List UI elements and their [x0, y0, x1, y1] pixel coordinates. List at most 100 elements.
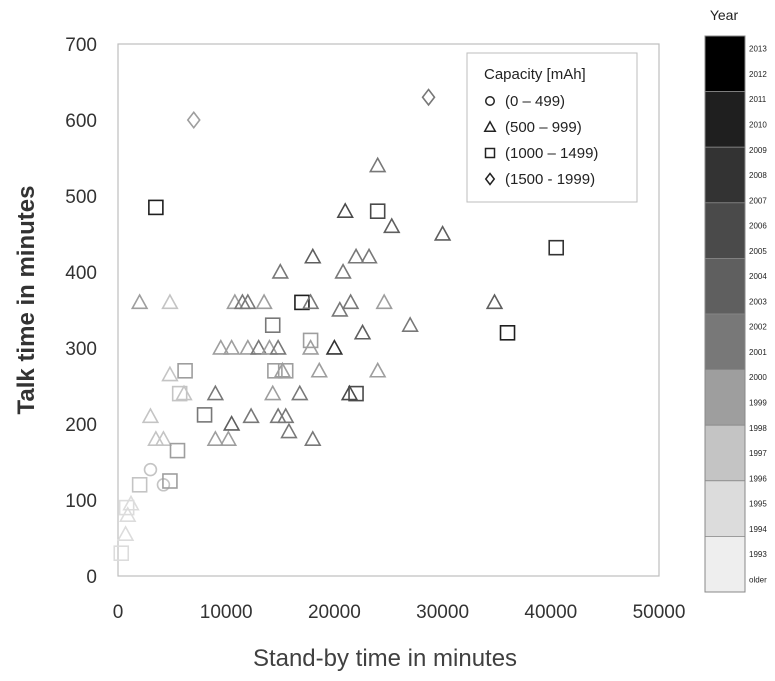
x-tick-label: 50000	[633, 602, 686, 623]
colorbar-label: older	[749, 575, 767, 584]
colorbar-label: 1993	[749, 550, 767, 559]
x-tick-label: 20000	[308, 602, 361, 623]
y-axis-title: Talk time in minutes	[13, 186, 40, 415]
data-point-triangle	[334, 262, 352, 279]
legend-label: (0 – 499)	[505, 93, 565, 110]
data-point-square	[369, 203, 386, 219]
data-point-triangle	[249, 338, 268, 355]
y-tick-label: 300	[65, 339, 97, 360]
colorbar-label: 1995	[749, 500, 767, 509]
data-point-triangle	[141, 407, 160, 424]
data-point-square	[169, 442, 186, 459]
data-point-triangle	[383, 217, 401, 234]
legend-marker-diamond	[484, 172, 496, 186]
colorbar-block	[704, 480, 746, 537]
colorbar-label: 2005	[749, 247, 767, 256]
legend-box	[466, 52, 638, 203]
colorbar-label: 2003	[749, 297, 767, 306]
legend-marker-circle	[485, 96, 495, 106]
data-point-triangle	[206, 384, 225, 401]
colorbar-block	[704, 146, 746, 204]
legend: Capacity [mAh] (0 – 499) (500 – 999) (1000…	[466, 52, 638, 203]
data-point-square	[118, 499, 135, 516]
data-point-triangle	[222, 414, 241, 431]
data-point-triangle	[304, 247, 322, 264]
data-point-triangle	[301, 293, 320, 310]
x-axis-title: Stand-by time in minutes	[253, 645, 517, 672]
data-point-triangle	[264, 384, 282, 401]
data-point-triangle	[331, 300, 349, 317]
data-point-triangle	[147, 430, 165, 446]
data-point-triangle	[271, 262, 290, 279]
data-point-square	[171, 385, 188, 402]
data-point-triangle	[401, 316, 419, 332]
data-point-triangle	[219, 430, 238, 446]
y-axis-ticks: 0 100 200 300 400 500 600 700	[65, 35, 97, 588]
colorbar-label: 2010	[749, 120, 767, 129]
data-point-triangle	[433, 224, 452, 241]
data-point-circle	[143, 462, 158, 477]
data-point-diamond	[186, 110, 201, 130]
colorbar-title: Year	[710, 7, 739, 23]
colorbar-labels: 2013 2012 2011 2010 2009 2008 2007 2006 2005 2004…	[749, 45, 767, 585]
data-point-triangle	[310, 361, 328, 378]
y-tick-label: 500	[65, 187, 97, 208]
colorbar-block	[704, 424, 746, 482]
data-point-triangle	[353, 323, 372, 340]
data-point-triangle	[154, 430, 173, 446]
data-point-triangle	[122, 494, 140, 511]
data-point-triangle	[269, 407, 287, 424]
data-point-square	[196, 407, 213, 423]
colorbar-block	[704, 35, 746, 92]
data-point-triangle	[341, 293, 360, 310]
colorbar-label: 2004	[749, 272, 767, 281]
data-point-triangle	[280, 422, 298, 439]
y-tick-label: 700	[65, 35, 97, 56]
data-point-triangle	[375, 293, 393, 310]
data-point-square	[548, 239, 565, 256]
data-point-triangle	[206, 430, 225, 446]
colorbar-frame	[704, 35, 746, 593]
colorbar-label: 1998	[749, 424, 767, 433]
data-point-triangle	[304, 430, 322, 446]
data-point-square	[302, 332, 319, 349]
data-point-triangle	[368, 156, 387, 173]
data-point-triangle	[212, 338, 230, 355]
colorbar-block	[704, 202, 746, 259]
data-point-triangle	[485, 293, 504, 310]
data-point-triangle	[226, 293, 244, 310]
y-tick-label: 200	[65, 415, 97, 436]
data-point-square	[277, 362, 294, 379]
data-point-triangle	[368, 361, 387, 378]
data-points	[113, 88, 565, 562]
data-point-square	[267, 362, 283, 379]
plot-area	[117, 43, 660, 577]
data-point-square	[113, 545, 130, 562]
data-point-triangle	[255, 293, 273, 310]
colorbar-label: 2013	[749, 45, 767, 54]
colorbar-block	[704, 313, 746, 370]
colorbar-label: 2007	[749, 196, 767, 205]
data-point-square	[294, 294, 310, 311]
data-point-triangle	[239, 338, 257, 355]
data-point-square	[131, 476, 148, 493]
data-point-triangle	[336, 202, 354, 218]
colorbar-label: 2008	[749, 171, 767, 180]
colorbar-block	[704, 257, 746, 315]
legend-label: (500 – 999)	[505, 119, 582, 136]
colorbar-label: 2012	[749, 70, 767, 79]
data-point-triangle	[242, 407, 260, 424]
data-point-triangle	[360, 247, 378, 264]
colorbar-label: 1996	[749, 474, 767, 483]
data-point-triangle	[161, 293, 179, 310]
data-point-square	[348, 385, 364, 402]
colorbar-label: 2000	[749, 373, 767, 382]
data-point-triangle	[161, 365, 179, 382]
colorbar-label: 2009	[749, 146, 767, 155]
x-tick-label: 0	[113, 602, 124, 623]
data-point-triangle	[347, 247, 365, 264]
colorbar-label: 2011	[749, 95, 767, 104]
data-point-square	[148, 199, 164, 216]
